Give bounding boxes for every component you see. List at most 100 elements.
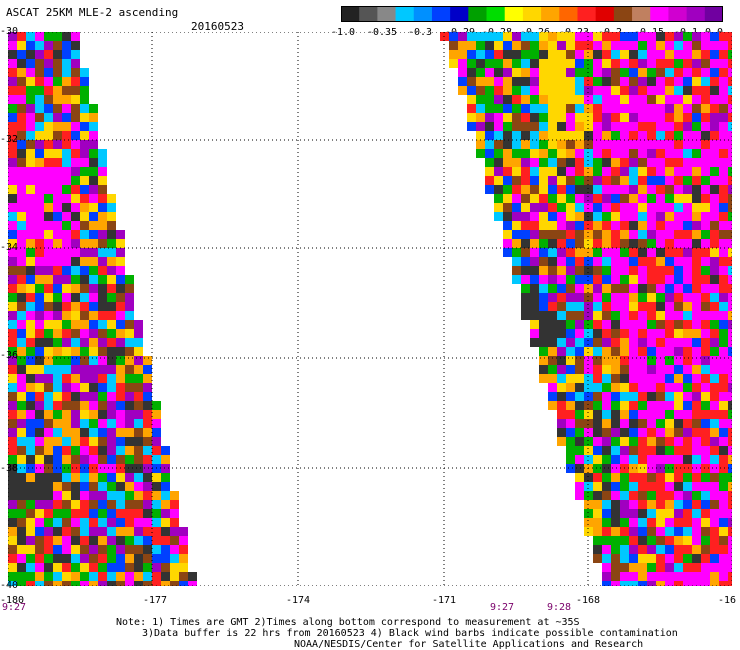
- wind-cell: [71, 311, 80, 320]
- wind-cell: [26, 176, 35, 185]
- wind-cell: [719, 122, 728, 131]
- wind-cell: [89, 329, 98, 338]
- wind-cell: [620, 41, 629, 50]
- wind-cell: [170, 554, 179, 563]
- wind-cell: [89, 428, 98, 437]
- wind-cell: [179, 554, 188, 563]
- wind-cell: [98, 482, 107, 491]
- wind-cell: [602, 473, 611, 482]
- wind-cell: [566, 356, 575, 365]
- wind-cell: [665, 257, 674, 266]
- wind-cell: [620, 275, 629, 284]
- wind-cell: [134, 563, 143, 572]
- wind-cell: [8, 581, 17, 586]
- wind-cell: [8, 203, 17, 212]
- wind-cell: [710, 203, 719, 212]
- wind-cell: [44, 131, 53, 140]
- wind-cell: [584, 203, 593, 212]
- wind-cell: [683, 59, 692, 68]
- wind-cell: [629, 410, 638, 419]
- wind-cell: [629, 383, 638, 392]
- wind-cell: [98, 437, 107, 446]
- wind-cell: [638, 473, 647, 482]
- wind-cell: [80, 392, 89, 401]
- wind-cell: [665, 329, 674, 338]
- wind-cell: [611, 185, 620, 194]
- wind-cell: [89, 248, 98, 257]
- wind-cell: [35, 158, 44, 167]
- wind-cell: [575, 338, 584, 347]
- wind-cell: [35, 95, 44, 104]
- wind-cell: [593, 140, 602, 149]
- wind-cell: [602, 59, 611, 68]
- wind-cell: [701, 527, 710, 536]
- wind-cell: [710, 365, 719, 374]
- wind-cell: [170, 581, 179, 586]
- wind-cell: [98, 320, 107, 329]
- wind-cell: [107, 302, 116, 311]
- wind-cell: [701, 338, 710, 347]
- wind-cell: [521, 41, 530, 50]
- wind-cell: [611, 68, 620, 77]
- wind-cell: [530, 257, 539, 266]
- wind-cell: [611, 266, 620, 275]
- wind-cell: [62, 311, 71, 320]
- wind-cell: [602, 338, 611, 347]
- wind-cell: [611, 203, 620, 212]
- wind-cell: [656, 446, 665, 455]
- wind-cell: [593, 50, 602, 59]
- wind-cell: [638, 176, 647, 185]
- wind-cell: [26, 536, 35, 545]
- wind-cell: [26, 185, 35, 194]
- wind-cell: [647, 545, 656, 554]
- wind-cell: [593, 167, 602, 176]
- wind-cell: [692, 248, 701, 257]
- wind-cell: [548, 176, 557, 185]
- wind-cell: [692, 527, 701, 536]
- wind-cell: [89, 527, 98, 536]
- wind-cell: [575, 95, 584, 104]
- wind-cell: [710, 95, 719, 104]
- wind-cell: [539, 248, 548, 257]
- wind-cell: [530, 140, 539, 149]
- wind-cell: [566, 248, 575, 257]
- wind-cell: [647, 41, 656, 50]
- wind-cell: [647, 176, 656, 185]
- wind-cell: [647, 257, 656, 266]
- wind-cell: [728, 257, 732, 266]
- wind-cell: [8, 428, 17, 437]
- wind-cell: [107, 284, 116, 293]
- wind-cell: [8, 230, 17, 239]
- wind-cell: [710, 167, 719, 176]
- wind-cell: [629, 113, 638, 122]
- wind-cell: [17, 266, 26, 275]
- wind-cell: [530, 338, 539, 347]
- wind-cell: [674, 68, 683, 77]
- wind-cell: [620, 338, 629, 347]
- wind-cell: [665, 347, 674, 356]
- wind-cell: [620, 131, 629, 140]
- wind-cell: [665, 302, 674, 311]
- wind-cell: [71, 185, 80, 194]
- wind-cell: [89, 437, 98, 446]
- wind-cell: [656, 554, 665, 563]
- wind-cell: [593, 203, 602, 212]
- wind-cell: [80, 257, 89, 266]
- wind-cell: [107, 527, 116, 536]
- wind-cell: [692, 347, 701, 356]
- wind-cell: [584, 347, 593, 356]
- wind-cell: [665, 365, 674, 374]
- wind-cell: [656, 383, 665, 392]
- wind-cell: [719, 374, 728, 383]
- wind-cell: [152, 482, 161, 491]
- wind-cell: [80, 572, 89, 581]
- wind-cell: [728, 419, 732, 428]
- wind-cell: [17, 176, 26, 185]
- lon-tick-label: -16: [717, 595, 737, 606]
- wind-cell: [665, 266, 674, 275]
- wind-cell: [683, 392, 692, 401]
- wind-cell: [26, 446, 35, 455]
- wind-cell: [566, 239, 575, 248]
- wind-cell: [584, 113, 593, 122]
- wind-cell: [89, 257, 98, 266]
